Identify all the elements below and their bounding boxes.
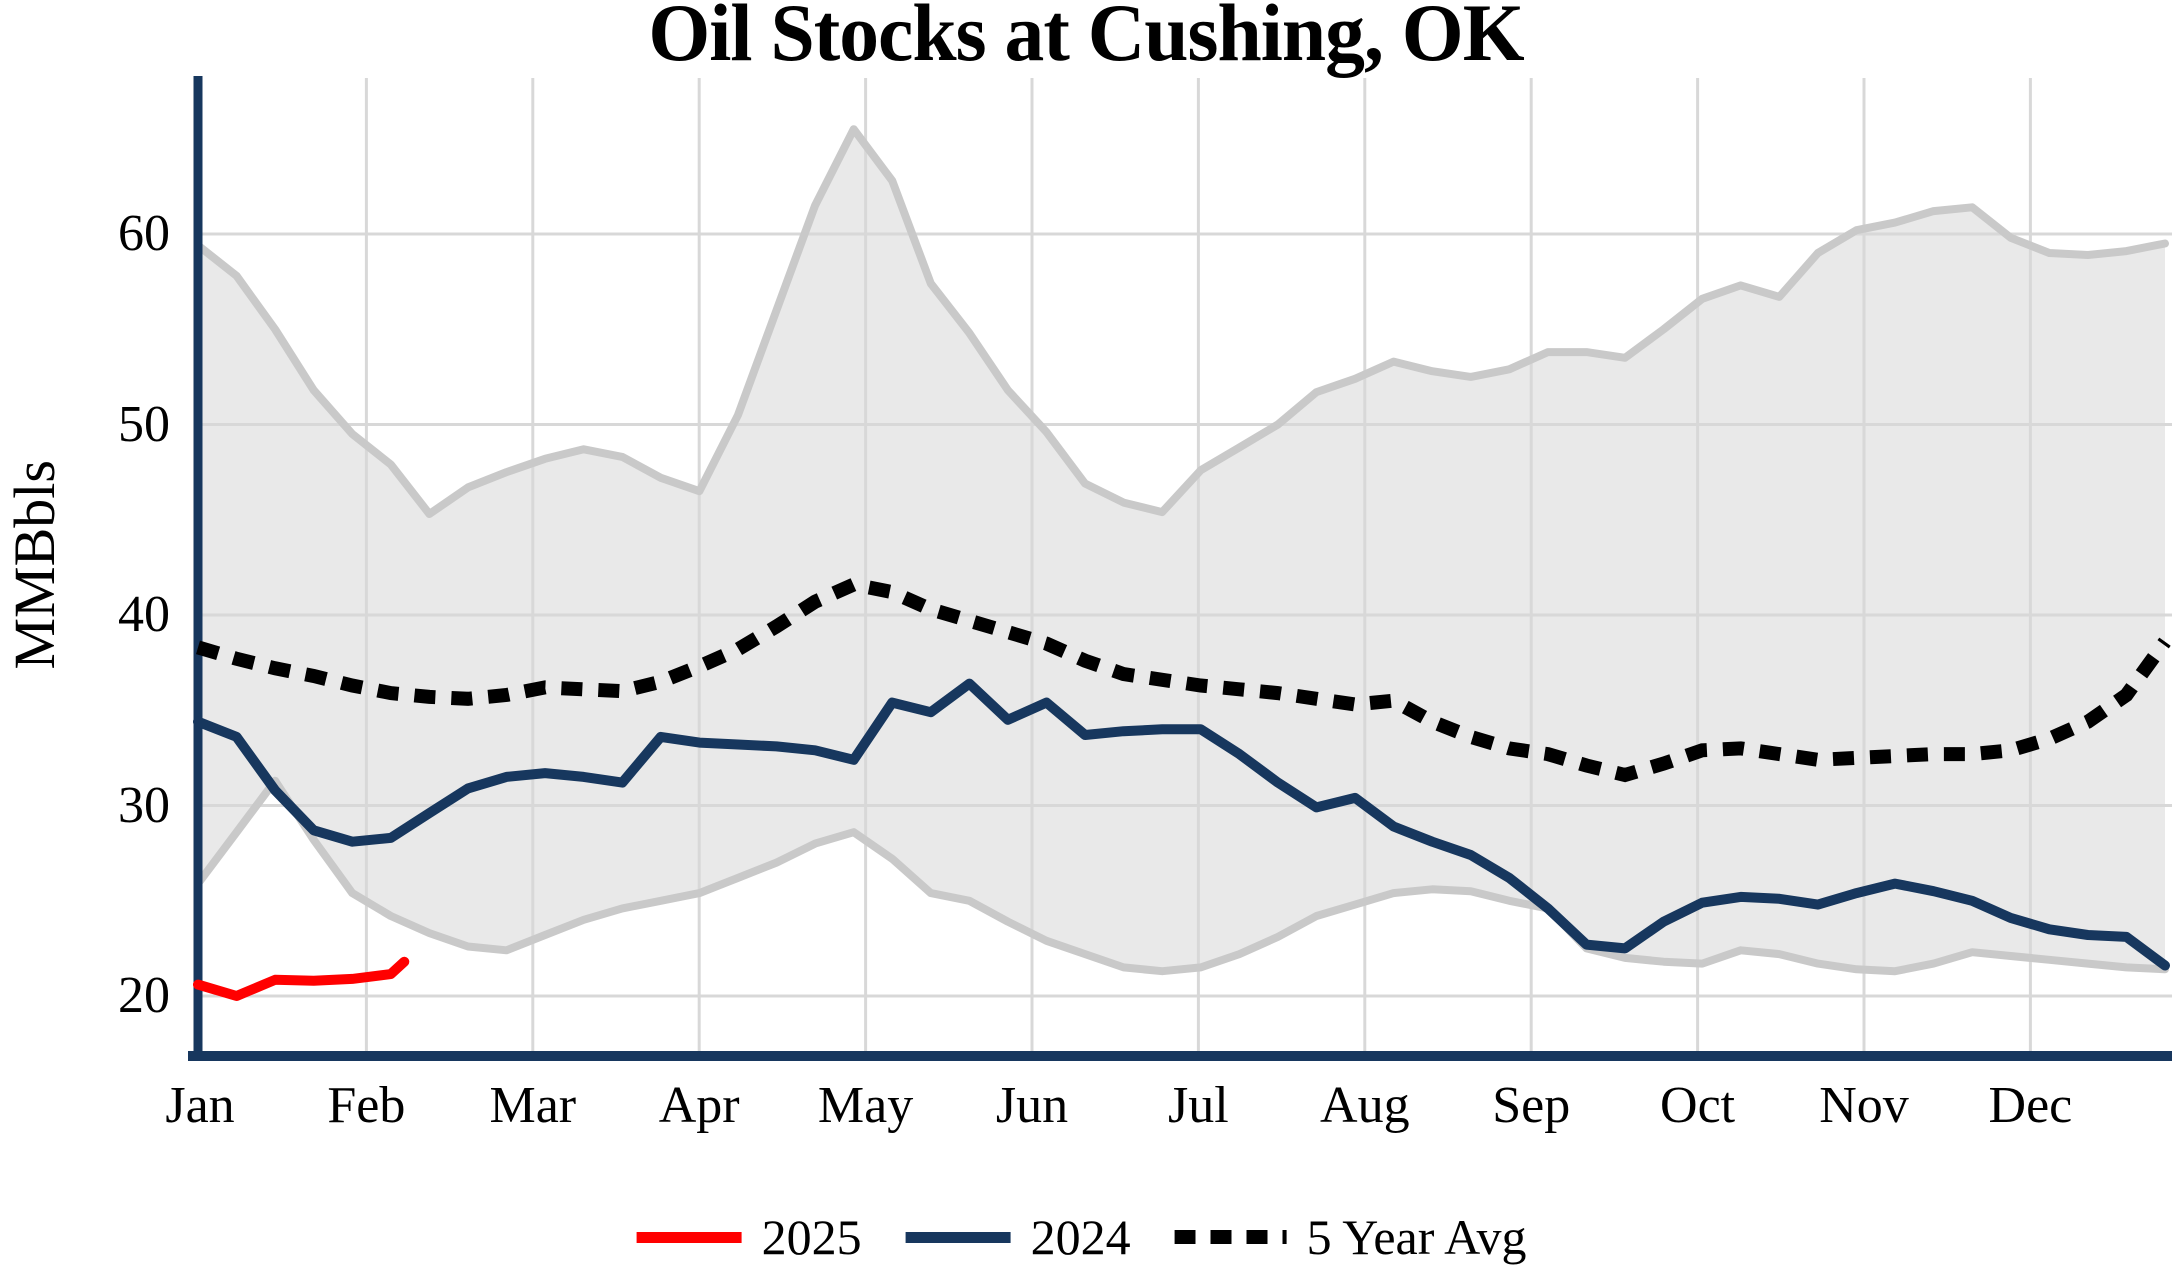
y-tick-label-50: 50: [118, 395, 170, 453]
x-tick-label-Aug: Aug: [1320, 1077, 1410, 1134]
line-2024: [193, 678, 2170, 971]
x-tick-label-Jul: Jul: [1168, 1077, 1229, 1134]
line-2025: [193, 956, 410, 1001]
legend-item-5yr-avg: 5 Year Avg: [1174, 1209, 1527, 1265]
x-tick-label-Nov: Nov: [1819, 1077, 1909, 1134]
y-tick-label-40: 40: [118, 586, 170, 643]
legend-label-2025: 2025: [761, 1209, 862, 1265]
legend-swatch-2024: [905, 1231, 1011, 1243]
x-tick-label-Mar: Mar: [489, 1077, 577, 1134]
legend-swatch-5yr-avg: [1174, 1230, 1287, 1244]
y-tick-label-20: 20: [118, 967, 170, 1024]
band-bottom-edge: [194, 776, 2169, 976]
x-tick-label-May: May: [817, 1077, 914, 1134]
x-tick-label-Dec: Dec: [1988, 1077, 2073, 1134]
legend: 2025 2024 5 Year Avg: [636, 1209, 1527, 1265]
x-tick-label-Apr: Apr: [658, 1077, 740, 1134]
chart-title: Oil Stocks at Cushing, OK: [648, 0, 1524, 78]
line-5-year-avg: [196, 577, 2171, 783]
x-tick-label-Jun: Jun: [995, 1077, 1069, 1134]
y-tick-label-60: 60: [118, 205, 170, 262]
x-tick-label-Sep: Sep: [1492, 1077, 1571, 1134]
x-tick-label-Feb: Feb: [327, 1077, 406, 1134]
legend-label-2024: 2024: [1030, 1209, 1131, 1265]
legend-label-5yr-avg: 5 Year Avg: [1306, 1209, 1527, 1265]
x-tick-label-Oct: Oct: [1660, 1077, 1736, 1134]
x-tick-label-Jan: Jan: [165, 1077, 235, 1134]
band-top-edge: [194, 125, 2169, 518]
legend-item-2024: 2024: [905, 1209, 1131, 1265]
five-year-range-band: [198, 129, 2165, 972]
legend-swatch-2025: [636, 1231, 742, 1243]
y-tick-label-30: 30: [118, 776, 170, 834]
legend-item-2025: 2025: [636, 1209, 862, 1265]
